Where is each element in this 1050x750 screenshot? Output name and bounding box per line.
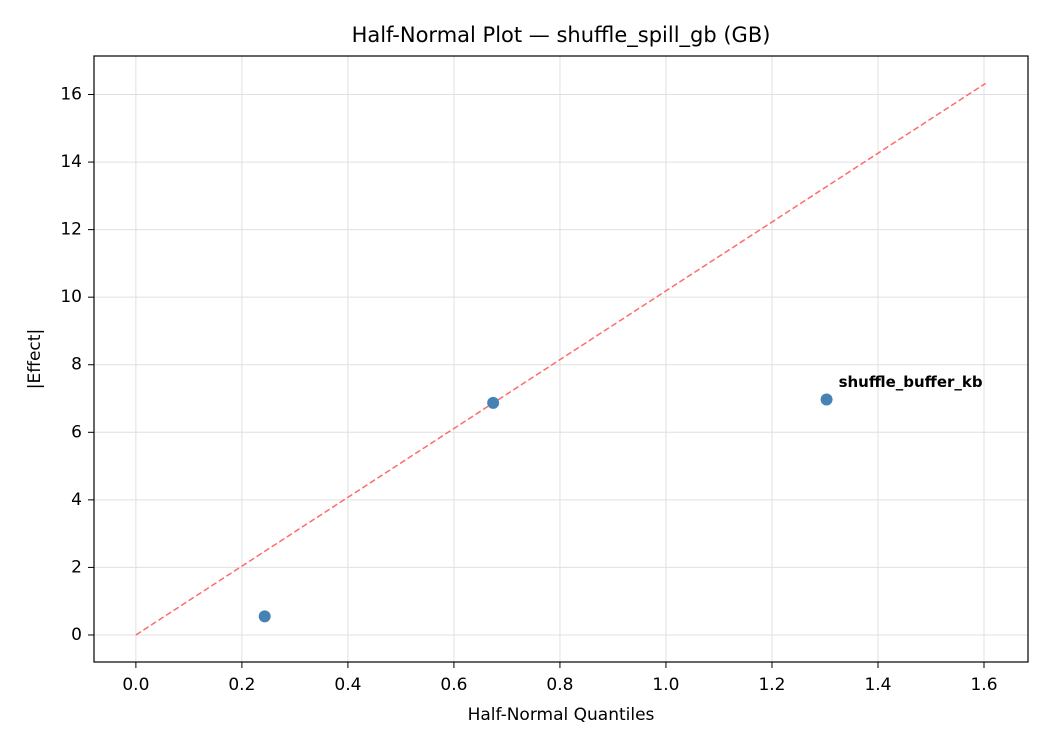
x-tick-label: 1.4 [864, 675, 891, 695]
x-tick-label: 1.2 [758, 675, 785, 695]
y-axis-label: |Effect| [25, 329, 45, 389]
x-tick-label: 0.4 [334, 675, 361, 695]
y-tick-label: 2 [71, 557, 82, 577]
y-tick-label: 16 [60, 85, 82, 105]
x-axis-label: Half-Normal Quantiles [468, 705, 655, 725]
reference-line [135, 82, 987, 636]
annotation: shuffle_buffer_kb [839, 373, 983, 391]
scatter-point [258, 610, 271, 623]
y-tick-label: 12 [60, 220, 82, 240]
y-tick-label: 10 [60, 287, 82, 307]
scatter-point [820, 393, 833, 406]
y-tick-label: 4 [71, 490, 82, 510]
x-tick-label: 1.0 [652, 675, 679, 695]
x-tick-label: 0.2 [228, 675, 255, 695]
plot-frame [93, 55, 1029, 663]
x-tick-label: 1.6 [970, 675, 997, 695]
scatter-point [487, 396, 500, 409]
y-tick-label: 6 [71, 422, 82, 442]
chart-title: Half-Normal Plot — shuffle_spill_gb (GB) [352, 23, 771, 48]
x-tick-label: 0.8 [546, 675, 573, 695]
x-tick-label: 0.6 [440, 675, 467, 695]
y-tick-label: 14 [60, 152, 82, 172]
y-tick-label: 0 [71, 625, 82, 645]
y-tick-label: 8 [71, 355, 82, 375]
x-tick-label: 0.0 [122, 675, 149, 695]
